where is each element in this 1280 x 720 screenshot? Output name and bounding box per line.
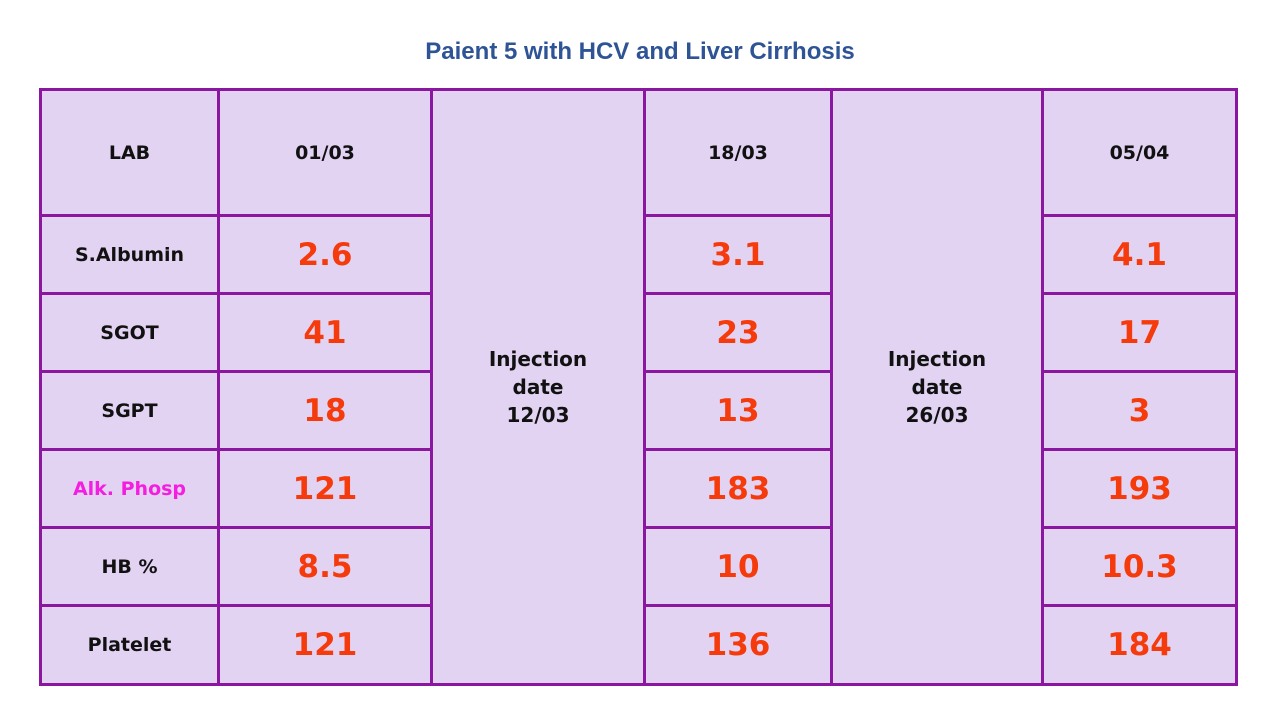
value-cell: 4.1 bbox=[1041, 214, 1238, 295]
injection-2-line2: date bbox=[911, 375, 963, 399]
value-cell: 23 bbox=[643, 292, 833, 373]
value-cell: 18 bbox=[217, 370, 433, 451]
injection-cell-2: Injection date 26/03 bbox=[830, 88, 1044, 686]
row-label-alk-phosp: Alk. Phosp bbox=[39, 448, 220, 529]
table-row: SGPT 18 13 3 bbox=[39, 370, 1238, 451]
value-cell: 193 bbox=[1041, 448, 1238, 529]
value-cell: 8.5 bbox=[217, 526, 433, 607]
value-cell: 184 bbox=[1041, 604, 1238, 686]
value-cell: 3 bbox=[1041, 370, 1238, 451]
value-cell: 3.1 bbox=[643, 214, 833, 295]
row-label-platelet: Platelet bbox=[39, 604, 220, 686]
header-date-3: 05/04 bbox=[1041, 88, 1238, 217]
injection-1-line2: date bbox=[512, 375, 564, 399]
injection-2-date: 26/03 bbox=[905, 403, 969, 427]
header-date-1: 01/03 bbox=[217, 88, 433, 217]
table-row: SGOT 41 23 17 bbox=[39, 292, 1238, 373]
page-title: Paient 5 with HCV and Liver Cirrhosis bbox=[425, 38, 855, 65]
table-header-row: LAB 01/03 Injection date 12/03 18/03 Inj… bbox=[39, 88, 1238, 686]
injection-1-line1: Injection bbox=[488, 347, 588, 371]
value-cell: 183 bbox=[643, 448, 833, 529]
injection-1-date: 12/03 bbox=[506, 403, 570, 427]
value-cell: 41 bbox=[217, 292, 433, 373]
value-cell: 121 bbox=[217, 604, 433, 686]
injection-2-line1: Injection bbox=[887, 347, 987, 371]
value-cell: 2.6 bbox=[217, 214, 433, 295]
value-cell: 121 bbox=[217, 448, 433, 529]
injection-cell-1: Injection date 12/03 bbox=[430, 88, 646, 686]
row-label-sgot: SGOT bbox=[39, 292, 220, 373]
header-lab: LAB bbox=[39, 88, 220, 217]
value-cell: 10.3 bbox=[1041, 526, 1238, 607]
row-label-sgpt: SGPT bbox=[39, 370, 220, 451]
row-label-s-albumin: S.Albumin bbox=[39, 214, 220, 295]
value-cell: 10 bbox=[643, 526, 833, 607]
lab-results-table: LAB 01/03 Injection date 12/03 18/03 Inj… bbox=[39, 88, 1238, 686]
table-row: HB % 8.5 10 10.3 bbox=[39, 526, 1238, 607]
value-cell: 17 bbox=[1041, 292, 1238, 373]
value-cell: 136 bbox=[643, 604, 833, 686]
table-row: Alk. Phosp 121 183 193 bbox=[39, 448, 1238, 529]
table-row: S.Albumin 2.6 3.1 4.1 bbox=[39, 214, 1238, 295]
row-label-hb: HB % bbox=[39, 526, 220, 607]
value-cell: 13 bbox=[643, 370, 833, 451]
header-date-2: 18/03 bbox=[643, 88, 833, 217]
table-row: Platelet 121 136 184 bbox=[39, 604, 1238, 686]
